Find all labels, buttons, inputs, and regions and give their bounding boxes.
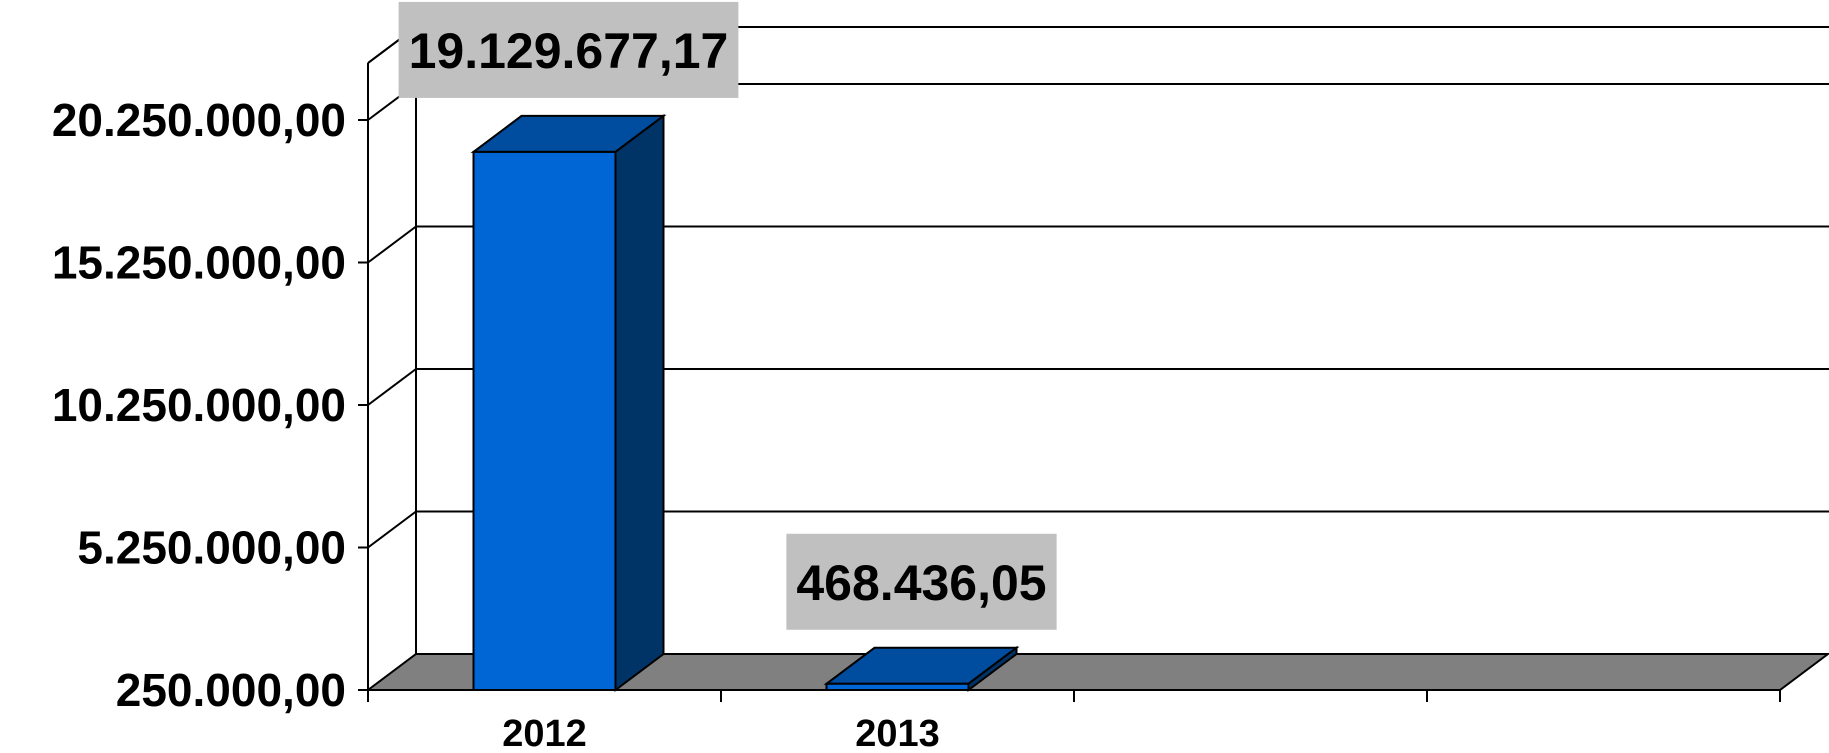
bars — [470, 113, 1020, 692]
bar — [470, 113, 667, 692]
x-category-label: 2012 — [502, 713, 587, 753]
data-label-text: 468.436,05 — [796, 555, 1046, 611]
y-tick-labels: 250.000,00 5.250.000,00 10.250.000,00 15.25… — [52, 94, 346, 716]
bar-front-face — [825, 682, 970, 692]
bar-side-face — [614, 113, 665, 692]
gridline-side — [367, 225, 417, 264]
y-tick-label: 20.250.000,00 — [52, 94, 346, 146]
data-label: 19.129.677,17 — [398, 1, 739, 98]
y-tick-label: 10.250.000,00 — [52, 379, 346, 431]
data-labels: 19.129.677,17 468.436,05 — [398, 1, 1057, 630]
data-label-box — [786, 533, 1057, 630]
data-label-box — [398, 1, 739, 98]
chart-walls — [367, 26, 417, 654]
bar — [823, 645, 1020, 692]
y-tick-label: 5.250.000,00 — [77, 522, 346, 574]
y-tick-label: 250.000,00 — [116, 664, 346, 716]
bar-front-face — [472, 150, 617, 691]
x-category-label: 2013 — [855, 713, 940, 753]
y-tick-label: 15.250.000,00 — [52, 237, 346, 289]
data-label-text: 19.129.677,17 — [409, 23, 729, 79]
gridline-side — [367, 510, 417, 549]
data-label: 468.436,05 — [786, 533, 1057, 630]
x-category-labels: 2012 2013 — [502, 713, 940, 753]
gridline-side — [367, 368, 417, 406]
